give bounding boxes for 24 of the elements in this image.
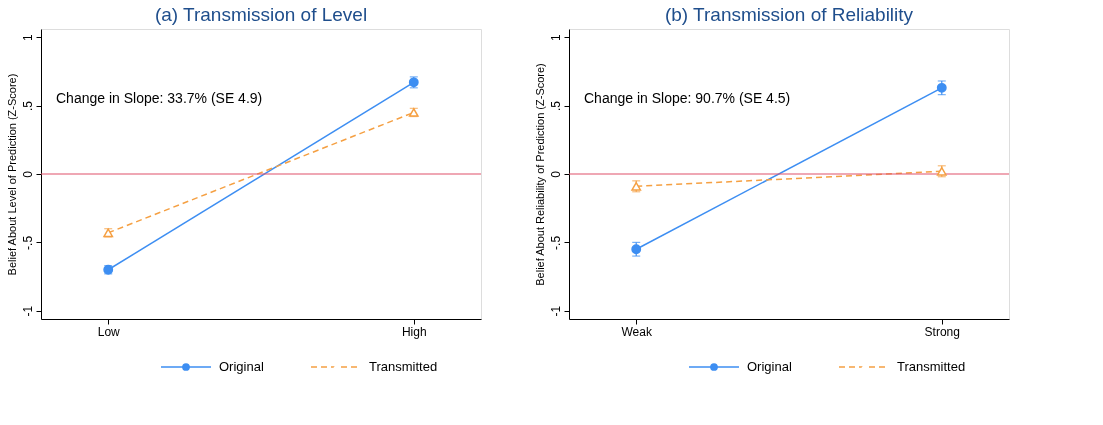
y-tick-label: 0: [548, 170, 563, 178]
y-tick-label: -.5: [548, 235, 563, 250]
annotation: Change in Slope: 33.7% (SE 4.9): [56, 90, 263, 106]
y-axis-title: Belief About Reliability of Prediction (Z-Score): [533, 63, 546, 286]
y-axis-title: Belief About Level of Prediction (Z-Score): [5, 73, 18, 276]
y-tick-label: -1: [20, 305, 35, 317]
y-tick-label: .5: [548, 100, 563, 112]
x-tick-label: Weak: [621, 324, 653, 339]
y-tick-label: .5: [20, 100, 35, 112]
legend-label: Transmitted: [369, 359, 438, 374]
chart-title: (a) Transmission of Level: [154, 4, 368, 25]
x-tick-label: Low: [97, 324, 121, 339]
y-tick-label: 1: [548, 34, 563, 42]
y-tick-label: 1: [20, 34, 35, 42]
legend-label: Original: [219, 359, 264, 374]
x-tick-label: High: [401, 324, 427, 339]
y-tick-label: -1: [548, 305, 563, 317]
y-tick-label: 0: [20, 170, 35, 178]
x-tick-label: Strong: [924, 324, 960, 339]
y-tick-label: -.5: [20, 235, 35, 250]
legend-label: Original: [747, 359, 792, 374]
legend-label: Transmitted: [897, 359, 966, 374]
annotation: Change in Slope: 90.7% (SE 4.5): [584, 90, 791, 106]
chart-title: (b) Transmission of Reliability: [664, 4, 914, 25]
